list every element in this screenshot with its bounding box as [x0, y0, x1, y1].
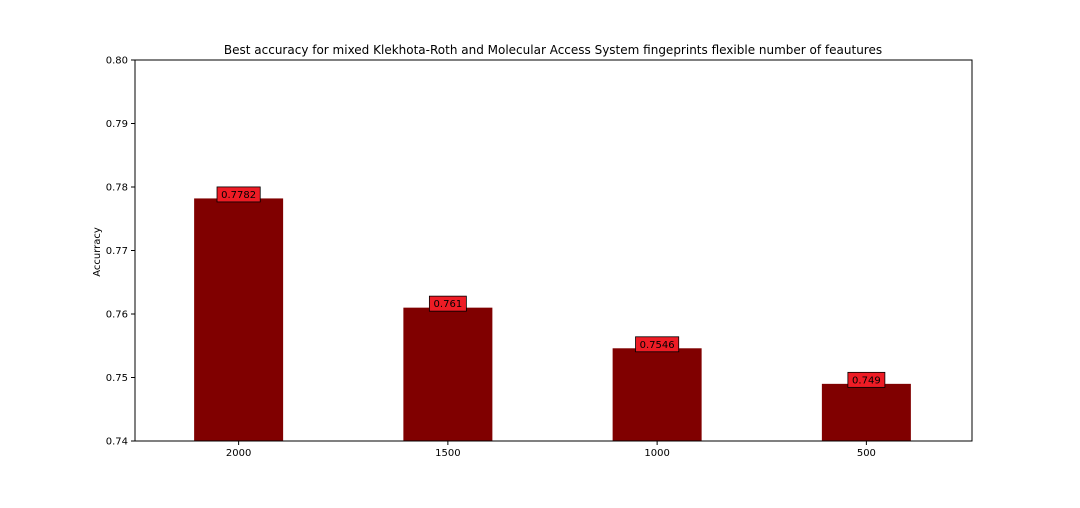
y-tick-label: 0.74	[106, 437, 128, 448]
bar-2000	[194, 198, 284, 441]
data-labels-group: 0.7782 0.761 0.7546 0.749	[216, 186, 886, 388]
y-tick-label: 0.78	[106, 183, 128, 194]
y-axis-label: Accurracy	[92, 227, 103, 277]
y-tick-label: 0.76	[106, 310, 128, 321]
x-tick-label: 1000	[644, 448, 669, 459]
data-label-box	[428, 295, 467, 312]
x-axis: 2000 1500 1000 500	[226, 441, 876, 459]
x-tick-label: 1500	[435, 448, 460, 459]
data-label: 0.749	[852, 375, 881, 386]
bar-500	[821, 383, 911, 441]
y-tick-label: 0.80	[106, 56, 128, 67]
data-label: 0.7782	[221, 190, 256, 201]
bar-1500	[403, 307, 493, 441]
data-label-box	[847, 371, 886, 388]
y-tick-label: 0.75	[106, 373, 128, 384]
data-label-box	[635, 336, 680, 353]
data-label: 0.761	[434, 299, 463, 310]
y-tick-label: 0.79	[106, 119, 128, 130]
x-tick-label: 2000	[226, 448, 251, 459]
y-tick-label: 0.77	[106, 246, 128, 257]
data-label-box	[216, 186, 261, 203]
plot-frame	[134, 59, 973, 442]
chart-title: Best accuracy for mixed Klekhota-Roth an…	[224, 43, 882, 57]
x-tick-label: 500	[857, 448, 876, 459]
bars-group	[194, 198, 911, 441]
bar-1000	[612, 348, 702, 441]
data-label: 0.7546	[640, 340, 675, 351]
y-axis: 0.74 0.75 0.76 0.77 0.78 0.79 0.80	[106, 56, 135, 448]
